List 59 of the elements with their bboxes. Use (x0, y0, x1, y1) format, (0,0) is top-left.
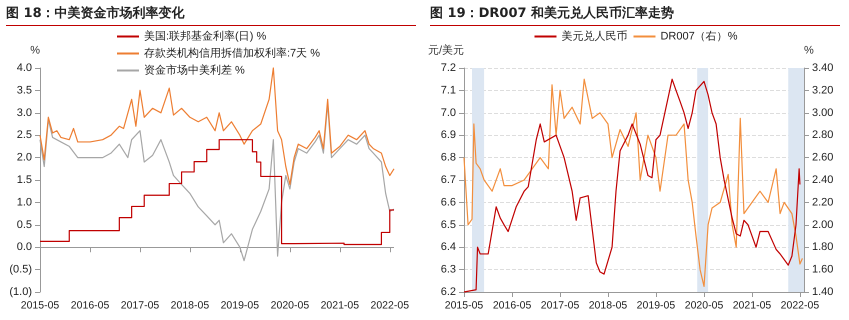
x-tick-label: 2016-05 (70, 300, 110, 312)
legend-label: 资金市场中美利差 % (144, 64, 246, 76)
y-tick-label: 7.1 (440, 84, 456, 96)
y2-tick-label: 1.60 (812, 264, 834, 276)
y-tick-label: 6.7 (440, 174, 456, 186)
y-tick-label: 0.0 (16, 241, 32, 254)
x-tick-label: 2015-05 (444, 300, 484, 312)
y-tick-label: 6.4 (440, 241, 456, 254)
y2-tick-label: 3.40 (812, 62, 834, 74)
y-tick-label: 1.5 (16, 174, 32, 186)
y-tick-label: 0.5 (16, 218, 32, 231)
x-tick-label: 2022-05 (780, 300, 820, 312)
y-tick-label: 7.0 (440, 106, 456, 119)
y-tick-label: 3.5 (16, 84, 32, 96)
chart-title: 图 19：DR007 和美元兑人民币汇率走势 (430, 4, 840, 26)
y-axis-title: 元/美元 (428, 44, 464, 56)
y2-tick-label: 2.20 (812, 196, 834, 208)
y-tick-label: 4.0 (16, 62, 32, 74)
y-tick-label: 6.3 (440, 264, 456, 276)
legend-label: 美元兑人民币 (561, 30, 628, 42)
y2-tick-label: 1.40 (812, 286, 834, 298)
x-tick-label: 2019-05 (636, 300, 676, 312)
x-tick-label: 2020-05 (270, 300, 310, 312)
y-tick-label: 3.0 (16, 106, 32, 119)
y-tick-label: 1.0 (16, 196, 32, 208)
chart-title: 图 18：中美资金市场利率变化 (6, 4, 416, 26)
y-tick-label: 6.5 (440, 218, 456, 231)
legend-label: 美国:联邦基金利率(日) % (144, 30, 266, 42)
x-tick-label: 2016-05 (492, 300, 532, 312)
y-tick-label: (0.5) (9, 264, 32, 276)
y2-tick-label: 2.00 (812, 218, 834, 231)
y-tick-label: 6.2 (440, 286, 456, 298)
y-tick-label: 7.2 (440, 62, 456, 74)
y2-tick-label: 3.20 (812, 84, 834, 96)
y2-axis-title: % (804, 44, 814, 56)
y2-tick-label: 3.00 (812, 106, 834, 119)
x-tick-label: 2018-05 (588, 300, 628, 312)
x-tick-label: 2022-05 (370, 300, 410, 312)
x-tick-label: 2018-05 (170, 300, 210, 312)
y-tick-label: 6.9 (440, 129, 456, 142)
x-tick-label: 2017-05 (120, 300, 160, 312)
x-tick-label: 2021-05 (732, 300, 772, 312)
y2-tick-label: 2.80 (812, 129, 834, 142)
x-tick-label: 2019-05 (220, 300, 260, 312)
x-tick-label: 2017-05 (540, 300, 580, 312)
x-tick-label: 2021-05 (320, 300, 360, 312)
y-tick-label: 2.0 (16, 152, 32, 164)
y-axis-title: % (30, 44, 40, 56)
y2-tick-label: 2.60 (812, 152, 834, 164)
y2-tick-label: 2.40 (812, 174, 834, 186)
y-tick-label: 2.5 (16, 129, 32, 142)
y2-tick-label: 1.80 (812, 241, 834, 254)
y-tick-label: 6.6 (440, 196, 456, 208)
legend-label: DR007（右）% (660, 30, 738, 42)
y-tick-label: 6.8 (440, 152, 456, 164)
y-tick-label: (1.0) (9, 286, 32, 298)
x-tick-label: 2015-05 (20, 300, 60, 312)
x-tick-label: 2020-05 (684, 300, 724, 312)
legend-label: 存款类机构信用拆借加权利率:7天 % (144, 46, 320, 60)
